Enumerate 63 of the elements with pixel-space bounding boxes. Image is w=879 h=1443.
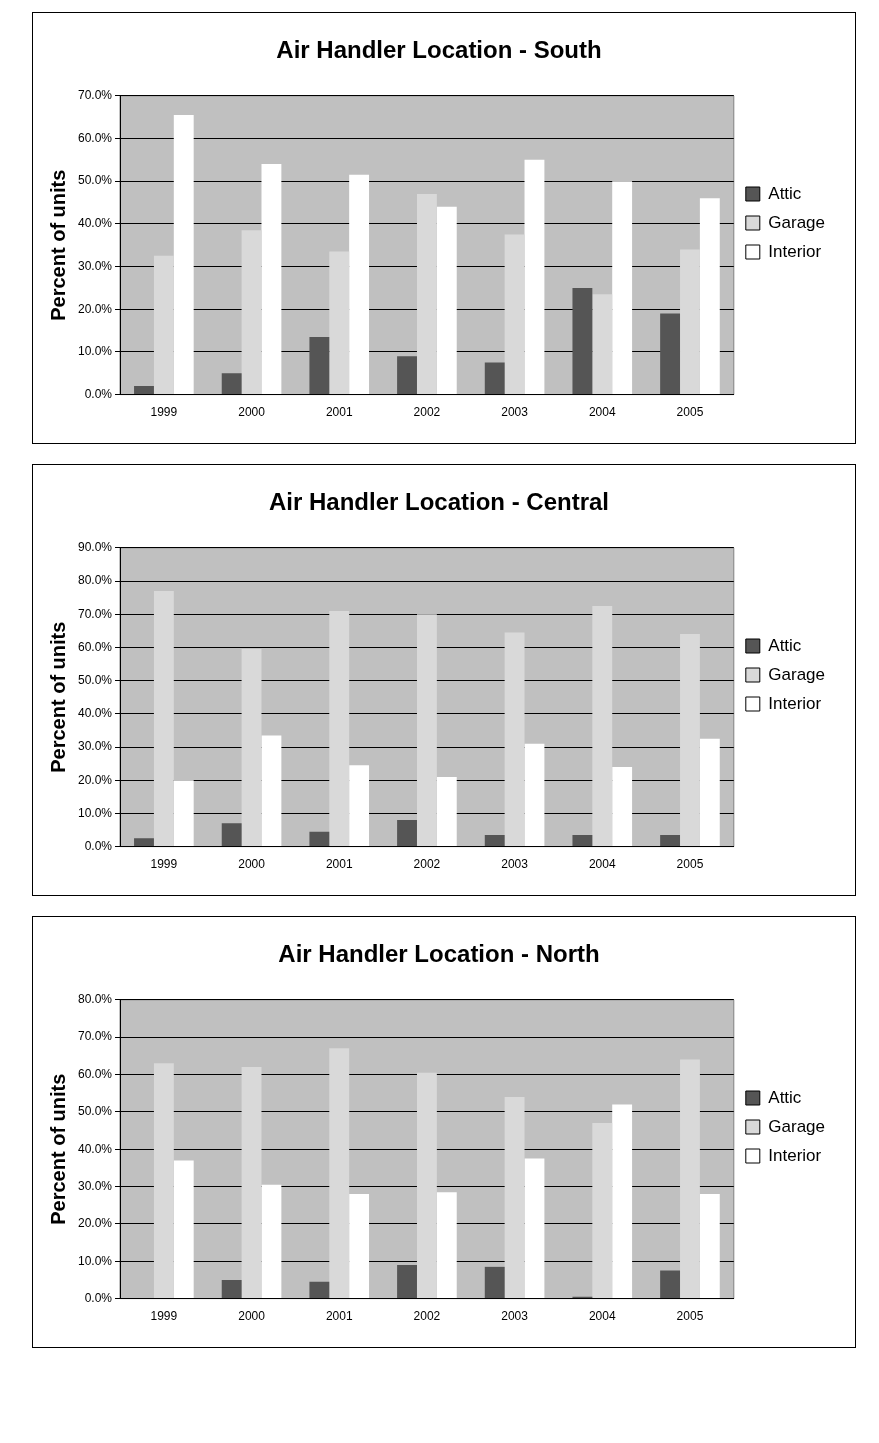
y-axis-title: Percent of units <box>46 621 69 773</box>
y-axis-title: Percent of units <box>46 1073 69 1225</box>
legend-label: Interior <box>768 1145 822 1165</box>
y-tick-label: 60.0% <box>77 639 113 654</box>
y-tick-label: 20.0% <box>77 301 113 316</box>
x-tick-label: 2004 <box>588 857 616 872</box>
y-tick-label: 0.0% <box>84 1290 113 1305</box>
y-tick-label: 10.0% <box>77 1253 113 1268</box>
y-tick-label: 70.0% <box>77 88 113 103</box>
x-tick-label: 2005 <box>676 857 704 872</box>
x-tick-label: 2004 <box>588 1309 616 1324</box>
x-tick-label: 2002 <box>413 857 441 872</box>
x-tick-label: 1999 <box>150 1309 178 1324</box>
y-tick-label: 40.0% <box>77 706 113 721</box>
y-tick-label: 60.0% <box>77 130 113 145</box>
y-axis-title: Percent of units <box>46 169 69 321</box>
chart-title: Air Handler Location - South <box>276 36 602 64</box>
x-tick-label: 2005 <box>676 405 704 420</box>
x-tick-label: 1999 <box>150 857 178 872</box>
legend-label: Attic <box>768 635 802 655</box>
y-tick-label: 20.0% <box>77 1216 113 1231</box>
legend-label: Attic <box>768 183 802 203</box>
chart-title: Air Handler Location - North <box>278 940 600 968</box>
x-tick-label: 2000 <box>238 857 266 872</box>
x-tick-label: 2001 <box>325 405 353 420</box>
y-tick-label: 80.0% <box>77 573 113 588</box>
y-tick-label: 30.0% <box>77 1178 113 1193</box>
y-tick-label: 0.0% <box>84 838 113 853</box>
y-tick-label: 50.0% <box>77 173 113 188</box>
y-tick-label: 40.0% <box>77 216 113 231</box>
y-tick-label: 70.0% <box>77 606 113 621</box>
y-tick-label: 90.0% <box>77 540 113 555</box>
x-tick-label: 2000 <box>238 1309 266 1324</box>
y-tick-label: 50.0% <box>77 672 113 687</box>
y-tick-label: 20.0% <box>77 772 113 787</box>
x-tick-label: 2002 <box>413 1309 441 1324</box>
y-tick-label: 60.0% <box>77 1066 113 1081</box>
legend-label: Garage <box>768 212 825 232</box>
x-tick-label: 2003 <box>501 1309 529 1324</box>
y-tick-label: 70.0% <box>77 1029 113 1044</box>
y-tick-label: 0.0% <box>84 386 113 401</box>
x-tick-label: 2004 <box>588 405 616 420</box>
x-tick-label: 2001 <box>325 1309 353 1324</box>
x-tick-label: 2003 <box>501 857 529 872</box>
chart-title: Air Handler Location - Central <box>268 488 610 516</box>
x-tick-label: 2001 <box>325 857 353 872</box>
legend-label: Interior <box>768 693 822 713</box>
x-tick-label: 2005 <box>676 1309 704 1324</box>
y-tick-label: 30.0% <box>77 258 113 273</box>
x-tick-label: 1999 <box>150 405 178 420</box>
y-tick-label: 80.0% <box>77 992 113 1007</box>
legend-label: Garage <box>768 1116 825 1136</box>
y-tick-label: 50.0% <box>77 1104 113 1119</box>
x-tick-label: 2000 <box>238 405 266 420</box>
x-tick-label: 2003 <box>501 405 529 420</box>
y-tick-label: 40.0% <box>77 1141 113 1156</box>
y-tick-label: 10.0% <box>77 805 113 820</box>
legend-label: Garage <box>768 664 825 684</box>
x-tick-label: 2002 <box>413 405 441 420</box>
y-tick-label: 10.0% <box>77 344 113 359</box>
legend-label: Attic <box>768 1087 802 1107</box>
legend-label: Interior <box>768 241 822 261</box>
y-tick-label: 30.0% <box>77 739 113 754</box>
